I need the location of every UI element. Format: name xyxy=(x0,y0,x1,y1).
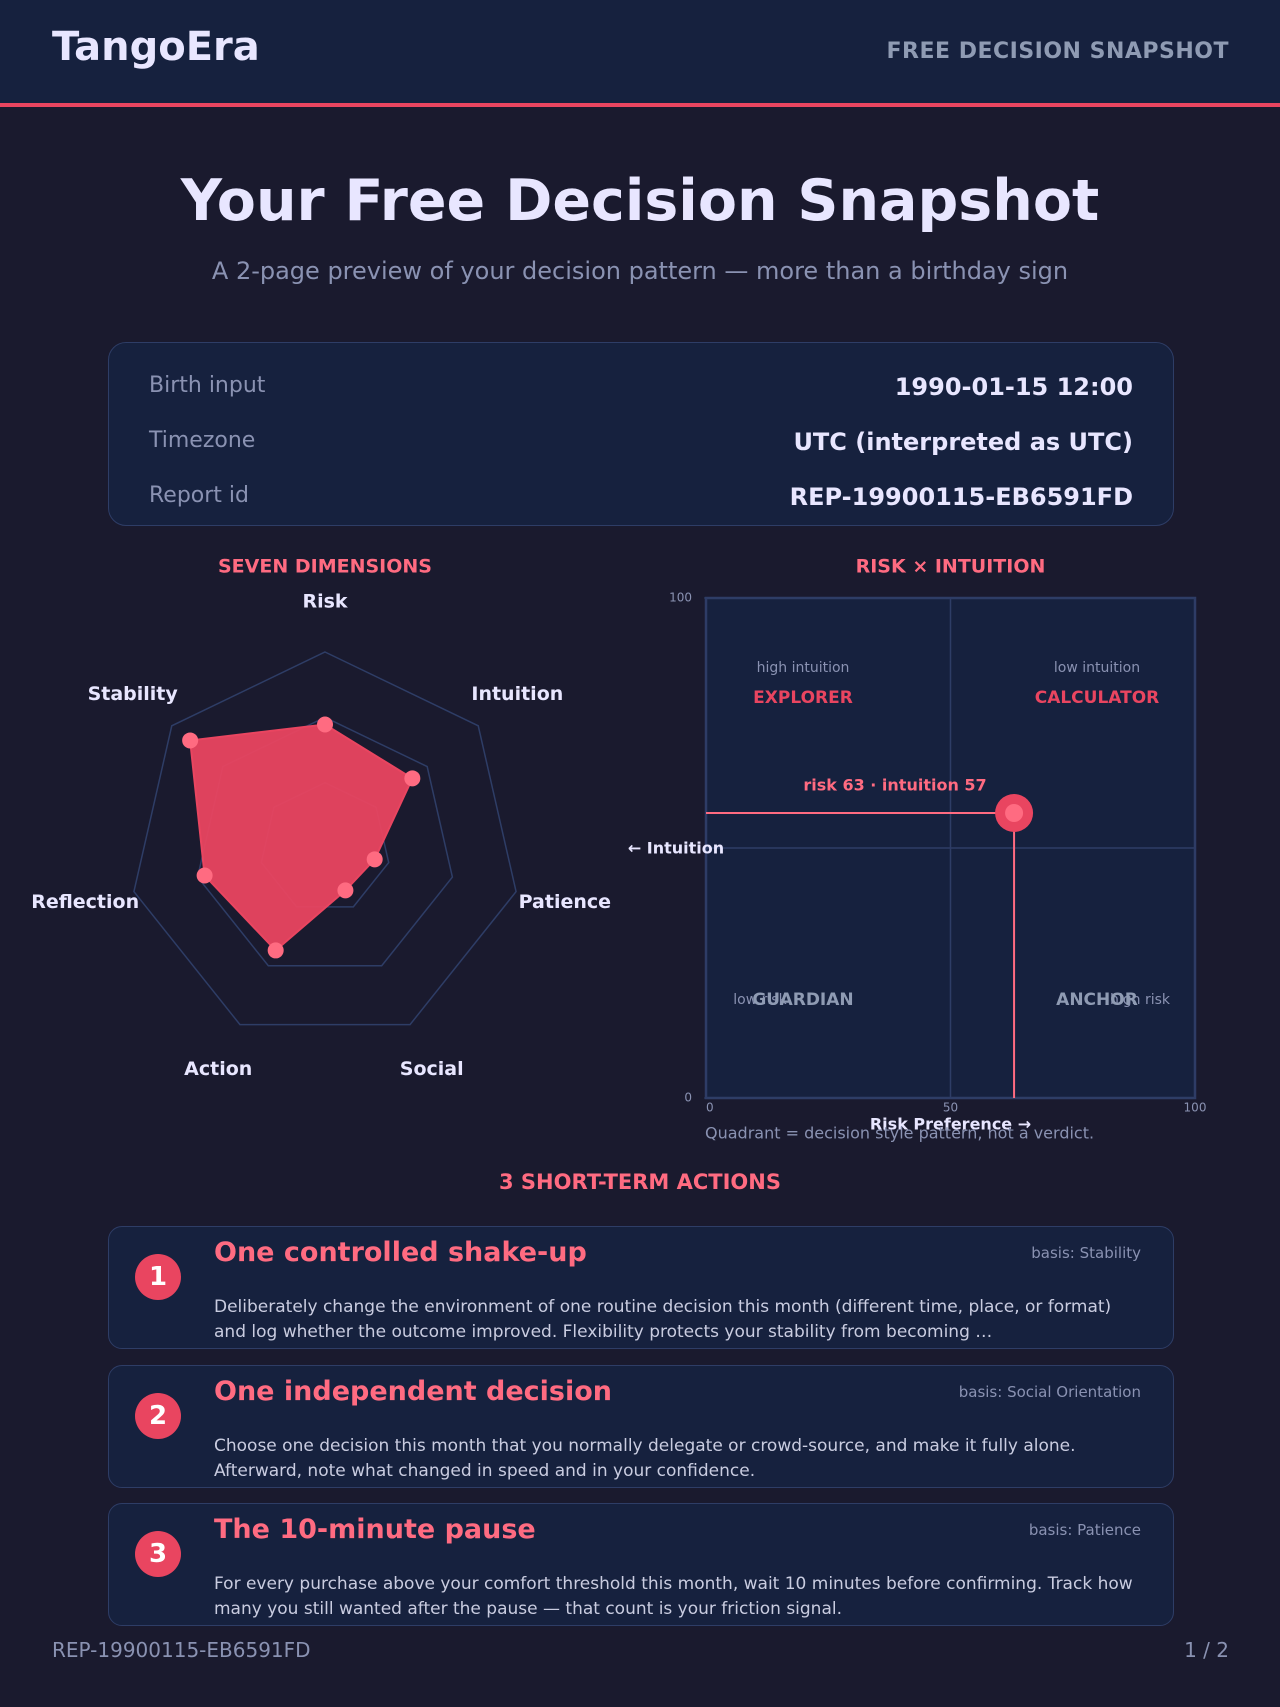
quadrant-name: EXPLORER xyxy=(753,688,853,708)
page-subtitle: A 2-page preview of your decision patter… xyxy=(211,257,1069,285)
action-card: 1 One controlled shake-up basis: Stability… xyxy=(108,1226,1174,1349)
quadrant-hint: high risk xyxy=(1110,992,1171,1008)
radar-point xyxy=(337,882,354,899)
radar-point xyxy=(366,851,383,868)
action-basis: basis: Patience xyxy=(1028,1521,1141,1539)
quadrant-name: GUARDIAN xyxy=(752,990,853,1010)
action-body: Deliberately change the environment of o… xyxy=(214,1297,1112,1342)
x-tick-label: 100 xyxy=(1184,1101,1207,1115)
page-number: 1 / 2 xyxy=(1184,1638,1229,1662)
info-label: Birth input xyxy=(149,373,266,398)
radar-point xyxy=(317,716,333,733)
action-body: Choose one decision this month that you … xyxy=(214,1435,1076,1481)
radar-point xyxy=(267,942,284,959)
quadrant-hint: high intuition xyxy=(757,660,850,676)
info-value: 1990-01-15 12:00 xyxy=(894,373,1133,401)
info-row: Birth input 1990-01-15 12:00 xyxy=(149,373,1133,403)
action-title: One independent decision xyxy=(214,1375,613,1407)
info-value: UTC (interpreted as UTC) xyxy=(793,428,1133,456)
action-card: 3 The 10-minute pause basis: Patience For e… xyxy=(108,1503,1174,1626)
action-body: For every purchase above your comfort th… xyxy=(214,1574,1133,1619)
quadrant-hint: low intuition xyxy=(1054,660,1140,676)
radar-label: Intuition xyxy=(471,683,563,705)
y-tick-label: 100 xyxy=(669,591,692,605)
chart-note: Quadrant = decision style pattern, not a… xyxy=(705,1124,1094,1143)
point-annotation: risk 63 · intuition 57 xyxy=(803,776,986,795)
action-number: 1 xyxy=(135,1254,181,1300)
point xyxy=(1005,804,1024,822)
chart-title: SEVEN DIMENSIONS xyxy=(218,556,432,578)
quadrant-name: ANCHOR xyxy=(1056,990,1138,1010)
radar-label: Action xyxy=(184,1058,252,1080)
page-title: Your Free Decision Snapshot xyxy=(180,168,1100,234)
action-title: The 10-minute pause xyxy=(214,1514,536,1545)
action-card: 2 One independent decision basis: Social O… xyxy=(108,1364,1174,1488)
quadrant-name: CALCULATOR xyxy=(1035,688,1160,708)
action-number: 3 xyxy=(135,1531,181,1577)
info-label: Report id xyxy=(149,483,249,508)
info-label: Timezone xyxy=(149,428,256,453)
info-value: REP-19900115-EB6591FD xyxy=(789,483,1133,511)
info-row: Report id REP-19900115-EB6591FD xyxy=(149,483,1133,513)
brand[interactable]: TangoEra xyxy=(52,24,260,70)
header-tag: FREE DECISION SNAPSHOT xyxy=(886,39,1229,64)
action-number: 2 xyxy=(135,1392,181,1439)
quadrant-hint: low risk xyxy=(733,992,787,1008)
radar-label: Risk xyxy=(302,591,347,613)
radar-label: Patience xyxy=(519,891,611,913)
radar-label: Stability xyxy=(88,683,179,705)
actions-title: 3 SHORT-TERM ACTIONS xyxy=(499,1170,781,1194)
radar-area xyxy=(189,723,414,952)
radar-point xyxy=(404,770,421,787)
header: TangoEra FREE DECISION SNAPSHOT xyxy=(0,0,1280,107)
action-title: One controlled shake-up xyxy=(214,1237,587,1268)
x-tick-label: 0 xyxy=(706,1101,714,1115)
action-basis: basis: Stability xyxy=(1031,1244,1141,1262)
radar-label: Social xyxy=(400,1058,464,1080)
footer-report-id: REP-19900115-EB6591FD xyxy=(52,1638,311,1662)
chart-title: RISK × INTUITION xyxy=(856,556,1046,578)
x-axis-label: Risk Preference → xyxy=(870,1115,1031,1134)
radar-point xyxy=(196,867,213,884)
y-axis-label: ← Intuition xyxy=(628,839,724,858)
info-row: Timezone UTC (interpreted as UTC) xyxy=(149,428,1133,458)
action-basis: basis: Social Orientation xyxy=(958,1382,1141,1401)
y-tick-label: 0 xyxy=(684,1091,692,1105)
charts: SEVEN DIMENSIONS Risk Intuition Patience Soc… xyxy=(31,556,1207,1143)
x-tick-label: 50 xyxy=(943,1101,958,1115)
radar-label: Reflection xyxy=(31,891,139,913)
info-card: Birth input 1990-01-15 12:00 Timezone UTC (… xyxy=(108,342,1174,526)
radar-ring xyxy=(133,651,517,1026)
radar-point xyxy=(182,732,199,749)
